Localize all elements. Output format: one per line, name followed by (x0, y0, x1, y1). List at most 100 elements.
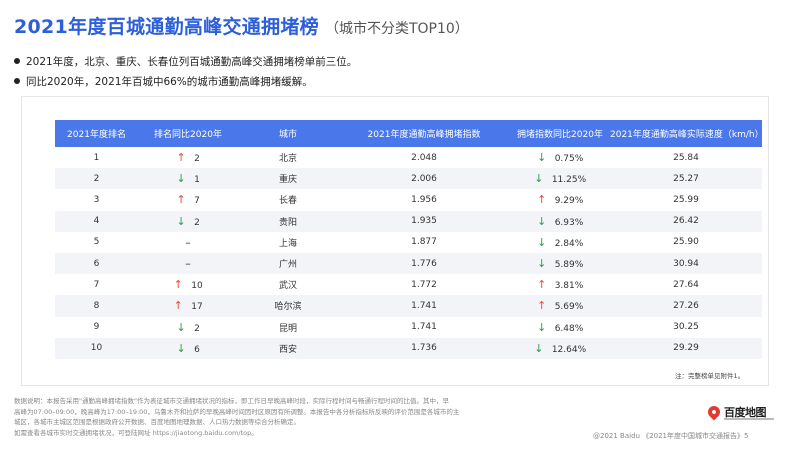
cell-index: 1.956 (411, 194, 437, 205)
footer-line: 城区，各城市主城区范围是根据政府公开数据、百度地图地理数据、人口热力数据等综合分… (14, 418, 300, 426)
dash-icon: – (185, 257, 191, 271)
cell-city: 长春 (278, 196, 297, 207)
cell-speed: 30.25 (673, 322, 699, 333)
cell-index-change: ↓ 12.64% (510, 338, 610, 359)
column-header-rank: 2021年度排名 (67, 130, 126, 140)
cell-index-change: ↓ 5.89% (510, 253, 610, 274)
cell-rank-change: ↑ 7 (138, 189, 238, 210)
arrow-down-icon: ↓ (534, 172, 544, 186)
cell-rank-change: – (138, 232, 238, 253)
cell-rank: 8 (93, 300, 100, 311)
arrow-down-icon: ↓ (537, 257, 547, 271)
arrow-down-icon: ↓ (176, 172, 186, 186)
arrow-down-icon: ↓ (176, 341, 186, 355)
cell-speed: 26.42 (673, 216, 699, 227)
logo-text: 百度地图 (724, 406, 767, 419)
arrow-down-icon: ↓ (537, 151, 547, 165)
arrow-up-icon: ↑ (176, 193, 186, 207)
cell-rank: 7 (93, 279, 100, 290)
cell-city: 西安 (278, 344, 297, 355)
cell-index-change-value: 5.89% (554, 260, 584, 271)
cell-index-change-value: 6.93% (554, 217, 584, 228)
arrow-up-icon: ↑ (173, 299, 183, 313)
cell-rank-change-value: 2 (194, 323, 200, 334)
page-header: 2021年度百城通勤高峰交通拥堵榜 （城市不分类TOP10） (14, 12, 469, 39)
cell-city: 昆明 (278, 323, 297, 334)
copyright-text: @2021 Baidu 《2021年度中国城市交通报告》5 (593, 432, 749, 440)
cell-index-change: ↓ 6.48% (510, 317, 610, 338)
table-row: 7 ↑ 10 武汉 1.772 ↑ 3.81% 27.64 (55, 274, 762, 295)
cell-speed: 30.94 (673, 258, 699, 269)
cell-rank-change: ↓ 2 (138, 317, 238, 338)
cell-rank-change-value: 10 (191, 281, 203, 292)
cell-speed: 25.90 (673, 237, 699, 248)
cell-city: 上海 (278, 238, 297, 249)
cell-index-change: ↓ 2.84% (510, 232, 610, 253)
table-row: 6 – 广州 1.776 ↓ 5.89% 30.94 (55, 252, 762, 275)
cell-index-change-value: 12.64% (551, 344, 587, 355)
dash-icon: – (185, 235, 191, 249)
cell-city: 贵阳 (278, 217, 297, 228)
table-row: 3 ↑ 7 长春 1.956 ↑ 9.29% 25.99 (55, 189, 762, 210)
arrow-down-icon: ↓ (537, 235, 547, 249)
footer-line: 如需查看各城市实时交通拥堵状况，可登陆网址 https://jiaotong.b… (14, 428, 258, 437)
bullet-dot-icon (14, 78, 20, 84)
cell-city: 广州 (278, 260, 297, 271)
cell-index-change-value: 5.69% (554, 302, 584, 313)
cell-speed: 27.64 (673, 279, 699, 290)
logo-underline (724, 418, 774, 420)
cell-index: 1.776 (411, 258, 437, 269)
cell-index: 1.772 (411, 279, 437, 290)
page-title: 2021年度百城通勤高峰交通拥堵榜 (14, 16, 319, 38)
arrow-up-icon: ↑ (537, 299, 547, 313)
cell-rank: 6 (93, 258, 100, 269)
cell-city: 武汉 (278, 281, 297, 292)
cell-speed: 27.26 (673, 300, 699, 311)
cell-rank-change-value: 2 (194, 217, 200, 228)
cell-rank-change-value: 7 (194, 196, 200, 207)
column-header-index-change: 拥堵指数同比2020年 (517, 130, 603, 140)
cell-index: 2.006 (411, 173, 437, 184)
cell-city: 哈尔滨 (274, 302, 302, 313)
cell-index-change-value: 9.29% (554, 196, 584, 207)
table-note: 注：完整榜单见附件1。 (675, 372, 745, 380)
footer-notes: 数据说明：本报告采用"通勤高峰拥堵指数"作为表征城市交通拥堵状况的指标，即工作日… (14, 396, 614, 438)
cell-index: 1.736 (411, 343, 437, 354)
column-header-speed: 2021年度通勤高峰实际速度（km/h） (610, 130, 764, 140)
summary-bullets: 2021年度，北京、重庆、长春位列百城通勤高峰交通拥堵榜单前三位。 同比2020… (14, 52, 357, 92)
cell-index-change: ↓ 6.93% (510, 211, 610, 232)
cell-index-change-value: 6.48% (554, 323, 584, 334)
cell-index: 1.741 (411, 322, 437, 333)
cell-rank-change: ↓ 6 (138, 338, 238, 359)
cell-index: 1.935 (411, 216, 437, 227)
arrow-down-icon: ↓ (537, 320, 547, 334)
cell-rank: 9 (93, 322, 100, 333)
table-row: 4 ↓ 2 贵阳 1.935 ↓ 6.93% 26.42 (55, 210, 762, 232)
cell-city: 重庆 (278, 175, 297, 186)
cell-index: 2.048 (411, 152, 437, 163)
table-row: 10 ↓ 6 西安 1.736 ↓ 12.64% 29.29 (55, 337, 762, 359)
arrow-down-icon: ↓ (176, 214, 186, 228)
table-row: 9 ↓ 2 昆明 1.741 ↓ 6.48% 30.25 (55, 317, 762, 338)
table-header-row: 2021年度排名 排名同比2020年 城市 2021年度通勤高峰拥堵指数 拥堵指… (55, 120, 764, 147)
column-header-index: 2021年度通勤高峰拥堵指数 (367, 130, 481, 140)
bullet-dot-icon (14, 58, 20, 64)
cell-rank: 5 (93, 237, 100, 248)
cell-rank-change: ↑ 17 (138, 295, 238, 316)
table-body: 1 ↑ 2 北京 2.048 ↓ 0.75% 25.84 2 ↓ 1 重庆 2.006 ↓ 11.25% 25… (55, 147, 762, 359)
cell-index-change-value: 11.25% (551, 175, 587, 186)
cell-index-change: ↑ 3.81% (510, 274, 610, 295)
ranking-table: 2021年度排名 排名同比2020年 城市 2021年度通勤高峰拥堵指数 拥堵指… (55, 120, 764, 359)
cell-rank: 2 (93, 173, 100, 184)
cell-index: 1.877 (411, 237, 437, 248)
cell-index-change: ↓ 11.25% (510, 168, 610, 189)
arrow-down-icon: ↓ (537, 214, 547, 228)
cell-index-change-value: 0.75% (554, 154, 584, 165)
bullet-text: 2021年度，北京、重庆、长春位列百城通勤高峰交通拥堵榜单前三位。 (26, 56, 358, 68)
arrow-up-icon: ↑ (537, 278, 547, 292)
cell-index-change: ↑ 9.29% (510, 189, 610, 210)
bullet-item: 2021年度，北京、重庆、长春位列百城通勤高峰交通拥堵榜单前三位。 (14, 52, 357, 72)
table-row: 8 ↑ 17 哈尔滨 1.741 ↑ 5.69% 27.26 (55, 295, 762, 317)
map-pin-icon (705, 403, 723, 421)
cell-speed: 25.99 (673, 194, 699, 205)
